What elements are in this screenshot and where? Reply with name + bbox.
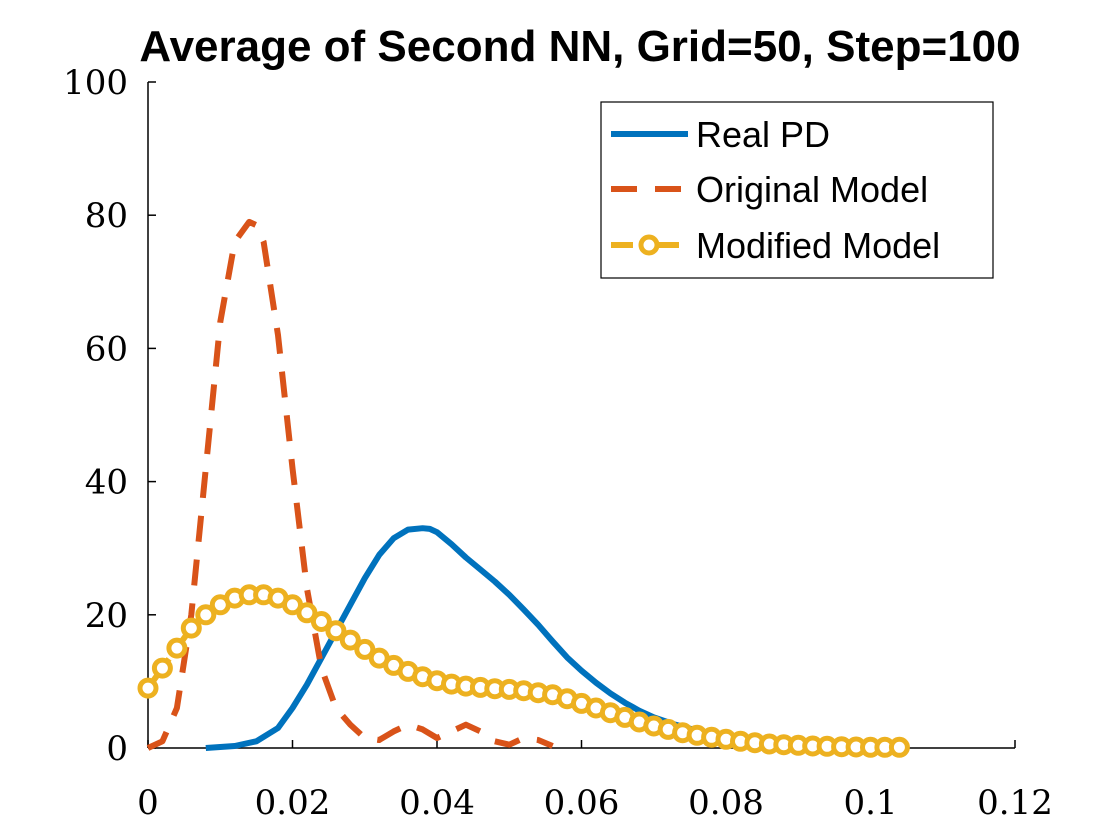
x-tick-label: 0.04 [399,783,475,823]
series-point-modified-model [151,657,173,679]
legend-item-original-model: Original Model [611,169,928,210]
x-tick-label: 0.08 [688,783,764,823]
legend-label-real-pd: Real PD [696,114,830,155]
chart-title: Average of Second NN, Grid=50, Step=100 [139,22,1020,71]
y-tick-label: 100 [63,63,128,103]
series-point-modified-model [339,629,361,651]
series-line-modified-model [145,591,900,751]
series-line-original-model [146,218,554,751]
series-layer [137,218,910,758]
series-point-modified-model [325,620,347,642]
legend-item-modified-model: Modified Model [611,225,940,266]
y-tick-label: 60 [85,329,128,369]
y-tick-label: 40 [85,463,128,503]
x-tick-label: 0 [137,783,159,823]
ticks: 0 0.02 0.04 0.06 0.08 0.1 0.12 0 20 40 60 80 100 [63,63,1053,823]
legend-label-original-model: Original Model [696,169,928,210]
legend-item-real-pd: Real PD [611,114,830,155]
series-point-modified-model [180,617,202,639]
y-tick-label: 0 [106,729,128,769]
x-tick-label: 0.06 [544,783,620,823]
series-point-modified-model [296,602,318,624]
series-point-modified-model [166,637,188,659]
series-point-modified-model [888,736,910,758]
x-tick-label: 0.12 [977,783,1053,823]
series-line-real-pd [205,525,799,751]
series-point-modified-model [310,611,332,632]
legend-label-modified-model: Modified Model [696,225,940,266]
series-point-modified-model [195,604,217,626]
series-point-modified-model [137,677,159,699]
legend: Real PD Original Model Modified Model [600,101,994,279]
x-tick-label: 0.1 [843,783,897,823]
y-tick-label: 20 [85,596,128,636]
x-tick-label: 0.02 [255,783,331,823]
series-point-modified-model [354,638,376,660]
y-tick-label: 80 [85,196,128,236]
legend-marker-modified-model [638,234,660,256]
